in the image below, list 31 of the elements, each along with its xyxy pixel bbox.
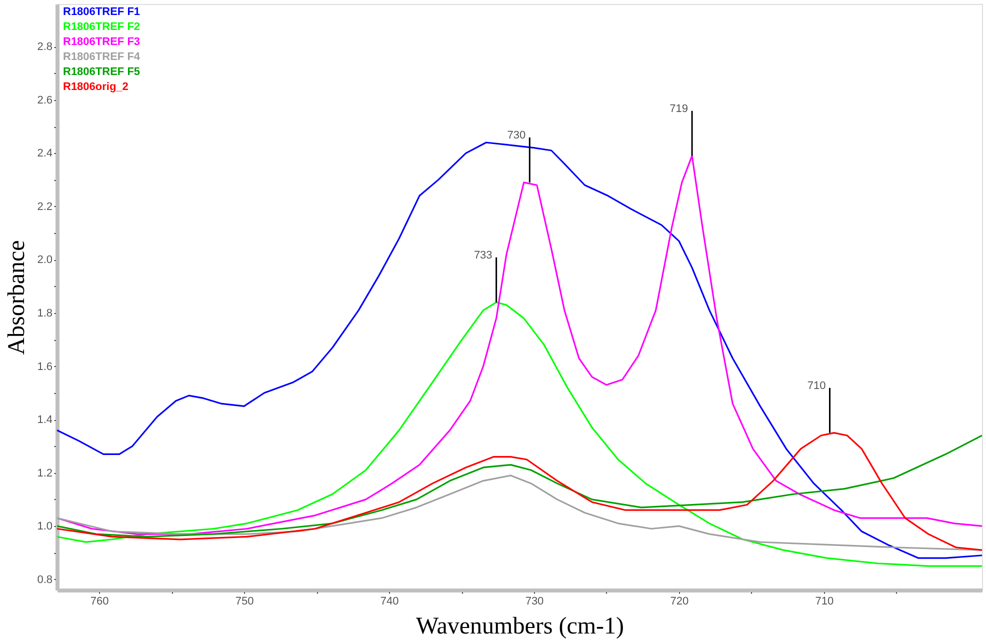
text: R1806TREF F3 — [63, 36, 140, 48]
annotation: 730 — [507, 129, 526, 142]
y-tick-label: 1.6 — [37, 360, 52, 373]
x-tick-label: 720 — [670, 596, 689, 608]
text: R1806TREF F1 — [63, 6, 140, 18]
y-tick-label: 2.4 — [37, 148, 52, 160]
annotation: 733 — [474, 249, 492, 262]
y-tick-label: 1.4 — [37, 414, 52, 426]
annotation: 719 — [670, 102, 688, 115]
x-tick-label: 750 — [235, 596, 254, 608]
y-tick-label: 2.6 — [37, 94, 52, 106]
x-axis-title: Wavenumbers (cm-1) — [416, 614, 624, 640]
x-tick-label: 710 — [815, 596, 834, 608]
x-tick-label: 730 — [525, 596, 544, 608]
y-tick-label: 1.0 — [37, 520, 52, 533]
y-tick-label: 2.2 — [37, 200, 52, 213]
text: R1806orig_2 — [63, 81, 128, 93]
y-tick-label: 1.2 — [37, 467, 52, 480]
x-tick-label: 740 — [380, 596, 399, 608]
text: R1806TREF F5 — [63, 66, 140, 78]
text: R1806TREF F4 — [63, 51, 141, 63]
text: R1806TREF F2 — [63, 21, 140, 33]
y-tick-label: 1.8 — [37, 307, 52, 320]
annotation: 710 — [807, 380, 826, 392]
line-series — [57, 474, 982, 551]
y-tick-label: 2.0 — [37, 254, 52, 266]
line-series — [57, 302, 982, 567]
y-tick-label: 0.8 — [37, 574, 52, 586]
y-axis-title: Absorbance — [4, 240, 30, 355]
x-tick-label: 760 — [90, 596, 109, 608]
y-tick-label: 2.8 — [37, 41, 52, 54]
